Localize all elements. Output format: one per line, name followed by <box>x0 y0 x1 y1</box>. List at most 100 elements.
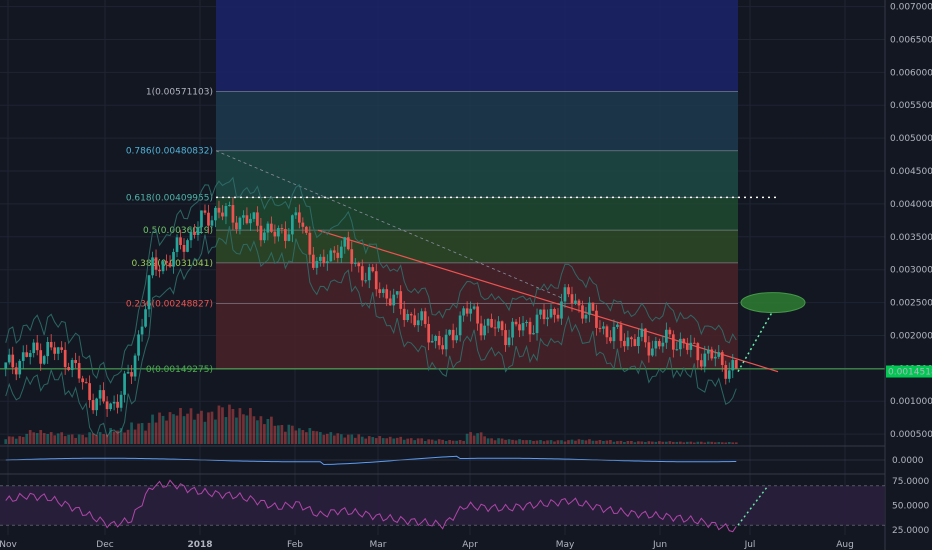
candle-body <box>609 337 612 342</box>
candle-body <box>4 362 8 369</box>
volume-bar <box>595 440 598 444</box>
candle-body <box>374 271 378 290</box>
volume-bar <box>602 440 605 444</box>
candle-body <box>60 347 64 350</box>
volume-bar <box>507 439 511 444</box>
candle-body <box>39 350 43 364</box>
volume-bar <box>483 436 486 444</box>
candle-body <box>581 305 584 319</box>
volume-bar <box>63 436 67 444</box>
volume-bar <box>221 407 224 444</box>
candle-body <box>287 234 291 241</box>
candle-body <box>602 326 605 329</box>
volume-bar <box>437 439 441 444</box>
candle-body <box>385 289 389 299</box>
volume-bar <box>710 441 714 444</box>
candle-body <box>612 326 616 342</box>
candle-body <box>350 249 354 264</box>
candle-body <box>528 321 532 335</box>
candle-body <box>720 352 724 366</box>
candle-body <box>95 398 98 411</box>
volume-bar <box>116 430 119 444</box>
candle-body <box>518 324 521 331</box>
volume-bar <box>284 431 287 444</box>
candle-body <box>311 254 315 268</box>
bollinger-lower <box>5 226 737 438</box>
volume-bar <box>32 432 36 444</box>
volume-bar <box>112 431 116 444</box>
volume-bar <box>644 442 647 444</box>
volume-bar <box>270 416 273 444</box>
volume-bar <box>689 441 693 444</box>
candle-body <box>703 353 707 367</box>
volume-bar <box>74 437 77 444</box>
candle-body <box>367 267 371 281</box>
volume-bar <box>235 417 238 444</box>
candle-body <box>671 334 675 350</box>
volume-bar <box>696 441 700 444</box>
candle-body <box>242 215 245 218</box>
volume-bar <box>245 415 249 444</box>
candle-body <box>325 261 329 264</box>
volume-bar <box>193 419 196 444</box>
macd-line <box>5 455 737 466</box>
volume-bar <box>158 412 161 444</box>
candle-body <box>235 222 238 230</box>
x-tick-label: Mar <box>370 540 387 550</box>
volume-bar <box>511 439 514 444</box>
candle-body <box>11 354 15 368</box>
volume-bar <box>588 439 591 444</box>
volume-bar <box>91 433 95 444</box>
volume-bar <box>661 441 665 444</box>
candle-body <box>560 301 563 319</box>
candle-body <box>588 302 591 315</box>
bollinger-upper <box>5 176 737 384</box>
fib-zone <box>216 150 738 198</box>
volume-bar <box>612 441 616 444</box>
candle-body <box>647 342 651 356</box>
price-tick-label: 0.00050000 <box>890 430 932 440</box>
volume-bar <box>203 421 207 444</box>
volume-bar <box>25 433 29 444</box>
volume-bar <box>535 440 539 444</box>
candle-body <box>196 227 200 235</box>
candle-body <box>256 212 259 226</box>
candle-body <box>539 309 542 315</box>
volume-bar <box>357 434 361 444</box>
volume-bar <box>147 422 151 444</box>
candle-body <box>378 289 382 293</box>
candle-body <box>661 342 665 347</box>
volume-bar <box>528 440 532 444</box>
candle-body <box>567 287 570 295</box>
candle-body <box>511 321 514 338</box>
candle-body <box>685 343 689 350</box>
candle-body <box>465 308 469 314</box>
candle-body <box>598 327 602 329</box>
volume-bar <box>231 409 235 444</box>
volume-bar <box>553 441 556 444</box>
candle-body <box>214 207 217 221</box>
volume-bar <box>277 425 280 444</box>
volume-bar <box>651 441 654 444</box>
candle-body <box>542 309 546 320</box>
candle-body <box>616 324 619 327</box>
volume-bar <box>259 416 263 444</box>
candle-body <box>640 328 644 337</box>
volume-bar <box>252 416 256 444</box>
volume-bar <box>444 441 448 444</box>
candle-body <box>682 338 686 344</box>
candle-body <box>626 337 630 347</box>
candle-body <box>168 262 172 267</box>
candle-body <box>717 352 721 357</box>
candle-body <box>291 215 294 235</box>
rsi-tick-label: 75.0000 <box>892 477 929 487</box>
rsi-tick-label: 25.0000 <box>892 526 929 536</box>
candle-body <box>658 341 661 347</box>
volume-bar <box>563 441 567 444</box>
x-tick-label: May <box>556 540 575 550</box>
price-tick-label: 0.00450000 <box>890 167 932 177</box>
candle-body <box>595 310 598 328</box>
volume-bar <box>207 412 210 444</box>
candle-body <box>644 328 647 343</box>
